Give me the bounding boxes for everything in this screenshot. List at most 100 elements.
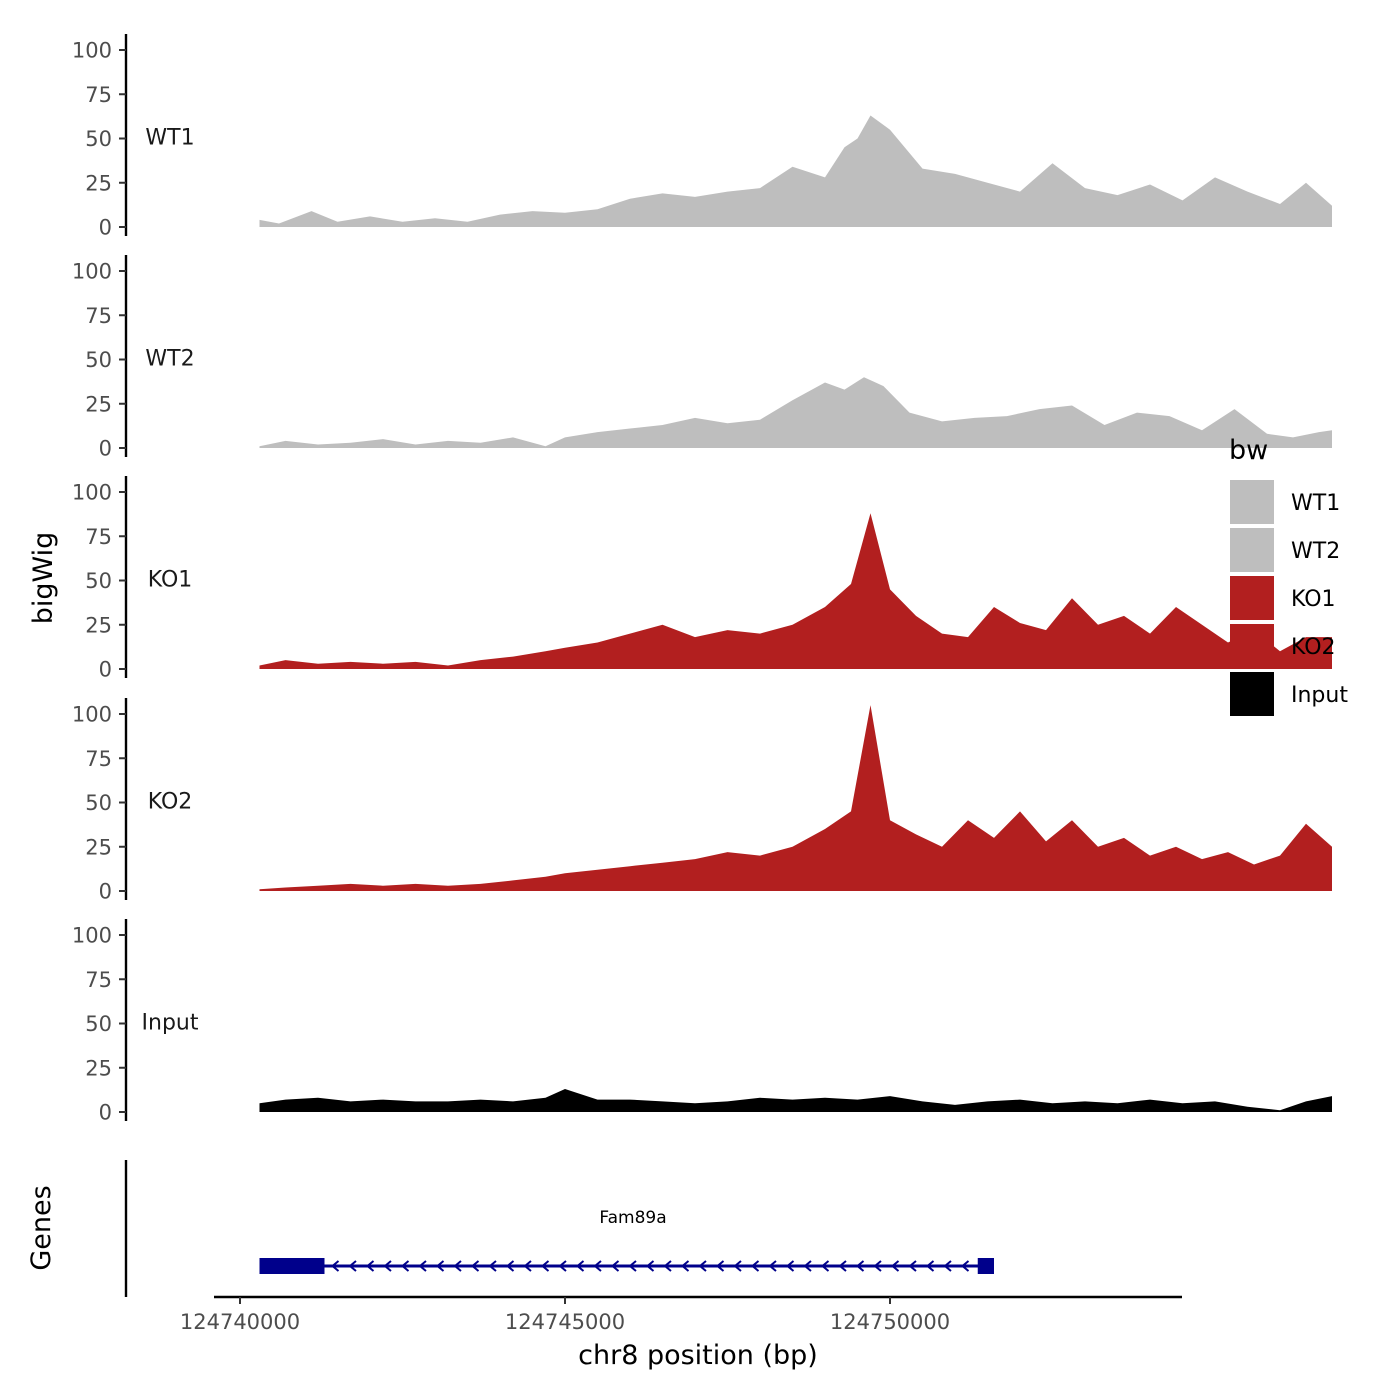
y-tick-label: 0 [99, 1101, 112, 1125]
y-tick-label: 75 [85, 525, 112, 549]
signal-area-ko2 [259, 705, 1332, 891]
y-tick-label: 100 [72, 260, 112, 284]
strand-arrow [960, 1260, 970, 1272]
y-tick-label: 0 [99, 658, 112, 682]
track-ko1: 0 25 50 75 100 KO1 [72, 476, 1332, 682]
legend-item-ko2: KO2 [1230, 624, 1336, 668]
signal-area-wt2 [259, 377, 1332, 448]
y-tick-label: 25 [85, 171, 112, 195]
legend-swatch [1230, 528, 1274, 572]
track-wt1: 0 25 50 75 100 WT1 [72, 34, 1332, 240]
y-tick-label: 100 [72, 39, 112, 63]
gene-exon [259, 1258, 325, 1274]
x-tick-label: 124745000 [505, 1310, 625, 1334]
legend-item-input: Input [1230, 672, 1348, 716]
strand-arrow [768, 1260, 777, 1272]
y-tick-label: 0 [99, 880, 112, 904]
legend: bw WT1 WT2 KO1 KO2 Input [1229, 435, 1348, 716]
y-tick-label: 0 [99, 437, 112, 461]
y-tick-label: 50 [85, 348, 112, 372]
strand-arrow [855, 1260, 865, 1272]
strand-arrow [925, 1260, 935, 1272]
legend-label: KO2 [1291, 635, 1336, 660]
strand-arrow [330, 1260, 340, 1272]
strand-arrow [400, 1260, 410, 1272]
strand-arrow [803, 1260, 812, 1272]
strand-arrow [523, 1260, 532, 1272]
legend-label: WT1 [1291, 491, 1340, 516]
strand-arrow [820, 1260, 830, 1272]
strand-arrow [628, 1260, 637, 1272]
strand-arrow [435, 1260, 445, 1272]
track-label: WT1 [145, 126, 194, 151]
strand-arrow [540, 1260, 550, 1272]
strand-arrow [558, 1260, 567, 1272]
strand-arrow [505, 1260, 515, 1272]
track-ko2: 0 25 50 75 100 KO2 [72, 698, 1332, 904]
strand-arrow [715, 1260, 725, 1272]
x-axis: chr8 position (bp) 124740000 124745000 124… [180, 1295, 1182, 1371]
legend-swatch [1230, 624, 1274, 668]
y-tick-label: 75 [85, 747, 112, 771]
y-tick-label: 75 [85, 968, 112, 992]
strand-arrow [943, 1260, 952, 1272]
genes-layer: Genes Fam89a [26, 1160, 994, 1297]
strand-arrow [383, 1260, 392, 1272]
y-tick-label: 25 [85, 613, 112, 637]
gene-label: Fam89a [599, 1208, 666, 1228]
strand-arrow [593, 1260, 602, 1272]
y-tick-label: 25 [85, 1056, 112, 1080]
tracks-layer: 0255075100WT10255075100WT20255075100KO10… [72, 34, 1332, 1125]
strand-arrow [698, 1260, 707, 1272]
strand-arrow [873, 1260, 882, 1272]
y-axis-title: bigWig [28, 532, 59, 625]
x-axis-title: chr8 position (bp) [578, 1340, 818, 1371]
track-wt2: 0 25 50 75 100 WT2 [72, 255, 1332, 461]
legend-swatch [1230, 480, 1274, 524]
strand-arrow [908, 1260, 917, 1272]
y-tick-label: 0 [99, 216, 112, 240]
legend-item-wt1: WT1 [1230, 480, 1340, 524]
strand-arrow [365, 1260, 375, 1272]
y-tick-label: 50 [85, 1012, 112, 1036]
track-label: KO2 [148, 790, 193, 815]
strand-arrow [348, 1260, 357, 1272]
legend-label: WT2 [1291, 539, 1340, 564]
track-label: Input [142, 1011, 199, 1036]
legend-swatch [1230, 576, 1274, 620]
strand-arrow [645, 1260, 655, 1272]
gene-fam89a: Fam89a [259, 1208, 994, 1274]
y-tick-label: 100 [72, 481, 112, 505]
y-tick-label: 75 [85, 304, 112, 328]
strand-arrow [838, 1260, 847, 1272]
track-label: KO1 [148, 568, 193, 593]
legend-item-wt2: WT2 [1230, 528, 1340, 572]
strand-arrow [418, 1260, 427, 1272]
y-tick-label: 25 [85, 392, 112, 416]
y-tick-label: 50 [85, 127, 112, 151]
y-tick-label: 100 [72, 924, 112, 948]
strand-arrow [575, 1260, 585, 1272]
genes-axis-title: Genes [26, 1185, 57, 1270]
track-input: 0 25 50 75 100 Input [72, 919, 1332, 1125]
strand-arrow [680, 1260, 690, 1272]
strand-arrow [750, 1260, 760, 1272]
legend-title: bw [1229, 435, 1268, 466]
y-tick-label: 50 [85, 791, 112, 815]
signal-area-ko1 [259, 513, 1332, 669]
strand-arrow [733, 1260, 742, 1272]
x-tick-label: 124750000 [830, 1310, 950, 1334]
strand-arrow [470, 1260, 480, 1272]
y-tick-label: 75 [85, 83, 112, 107]
legend-swatch [1230, 672, 1274, 716]
x-tick-label: 124740000 [180, 1310, 300, 1334]
legend-label: KO1 [1291, 587, 1336, 612]
strand-arrow [785, 1260, 795, 1272]
strand-arrow [488, 1260, 497, 1272]
y-tick-label: 100 [72, 703, 112, 727]
strand-arrow [453, 1260, 462, 1272]
signal-area-wt1 [259, 115, 1332, 227]
strand-arrow [610, 1260, 620, 1272]
